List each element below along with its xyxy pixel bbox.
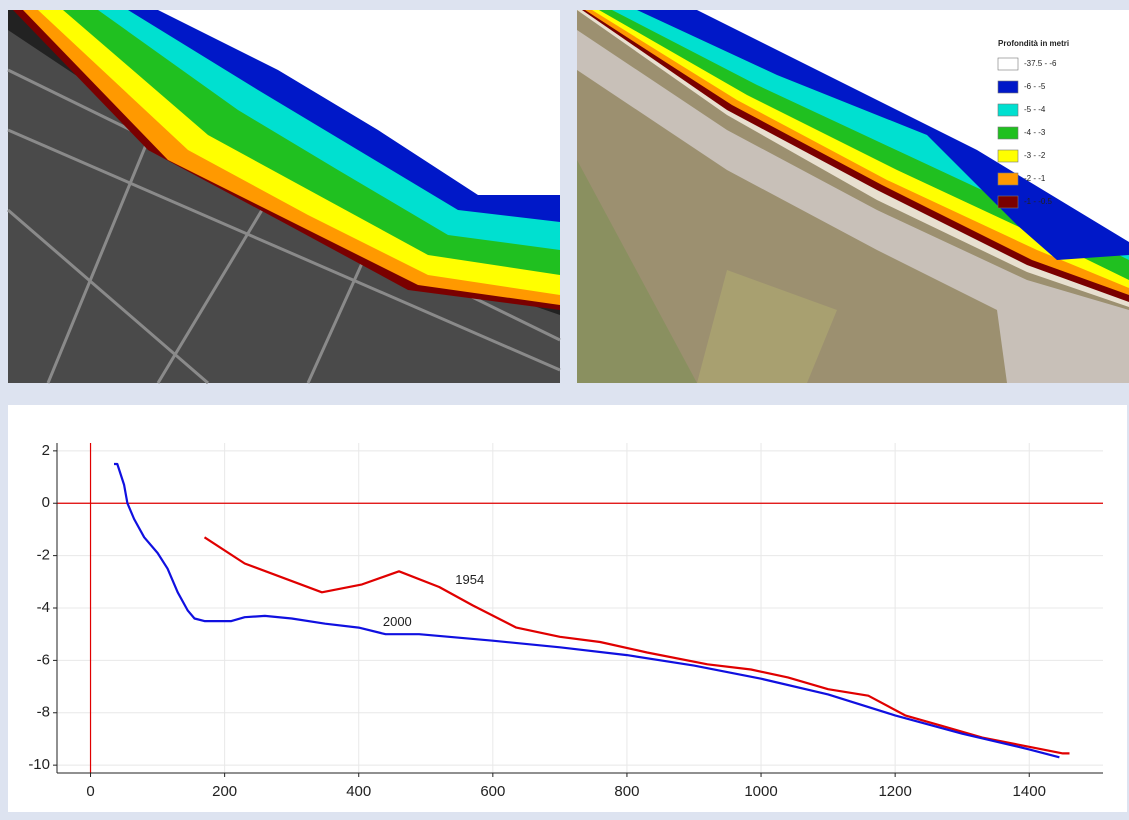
- series-line: [114, 462, 1060, 759]
- legend-swatch: [997, 149, 1019, 163]
- series-line: [203, 536, 1070, 755]
- town: [577, 30, 1129, 383]
- chart: 2 0 -2 -4 -6 -8 -10 0 200 400 600 800 1000 1200 1400 19…: [28, 442, 1103, 800]
- map-1954: [7, 10, 561, 385]
- y-tick-label: -2: [37, 547, 50, 564]
- x-tick-label: 400: [346, 783, 371, 800]
- annotation: 1954: [455, 572, 484, 587]
- legend: -37.5 - -6 -6 - -5 -5 - -4 -4 - -3 -3 - -2 -2…: [997, 57, 1057, 209]
- legend-label: -1 - -0.5: [1024, 197, 1053, 206]
- fields: [577, 160, 697, 383]
- annotation: 2000: [383, 614, 412, 629]
- y-tick-label: 2: [42, 442, 50, 459]
- x-tick-label: 800: [614, 783, 639, 800]
- x-tick-label: 1200: [878, 783, 911, 800]
- legend-title: Profondità in metri: [998, 39, 1069, 48]
- x-tick-label: 200: [212, 783, 237, 800]
- y-tick-label: -6: [37, 651, 50, 668]
- legend-swatch: [997, 80, 1019, 94]
- sea: [158, 10, 560, 195]
- legend-label: -4 - -3: [1024, 128, 1046, 137]
- fields: [697, 270, 837, 383]
- x-tick-label: 0: [86, 783, 94, 800]
- legend-swatch: [997, 126, 1019, 140]
- x-tick-label: 1000: [744, 783, 777, 800]
- legend-swatch: [997, 195, 1019, 209]
- x-tick-label: 1400: [1013, 783, 1046, 800]
- legend-swatch: [997, 172, 1019, 186]
- y-tick-label: -4: [37, 599, 50, 616]
- legend-label: -6 - -5: [1024, 82, 1046, 91]
- x-tick-label: 600: [480, 783, 505, 800]
- legend-swatch: [997, 57, 1019, 71]
- map-2000: [577, 10, 1129, 383]
- legend-label: -5 - -4: [1024, 105, 1046, 114]
- y-tick-label: -8: [37, 704, 50, 721]
- y-tick-label: -10: [28, 756, 50, 773]
- legend-swatch: [997, 103, 1019, 117]
- sea: [697, 10, 1129, 242]
- y-tick-label: 0: [42, 494, 50, 511]
- legend-label: -2 - -1: [1024, 174, 1046, 183]
- legend-label: -37.5 - -6: [1024, 59, 1057, 68]
- legend-label: -3 - -2: [1024, 151, 1046, 160]
